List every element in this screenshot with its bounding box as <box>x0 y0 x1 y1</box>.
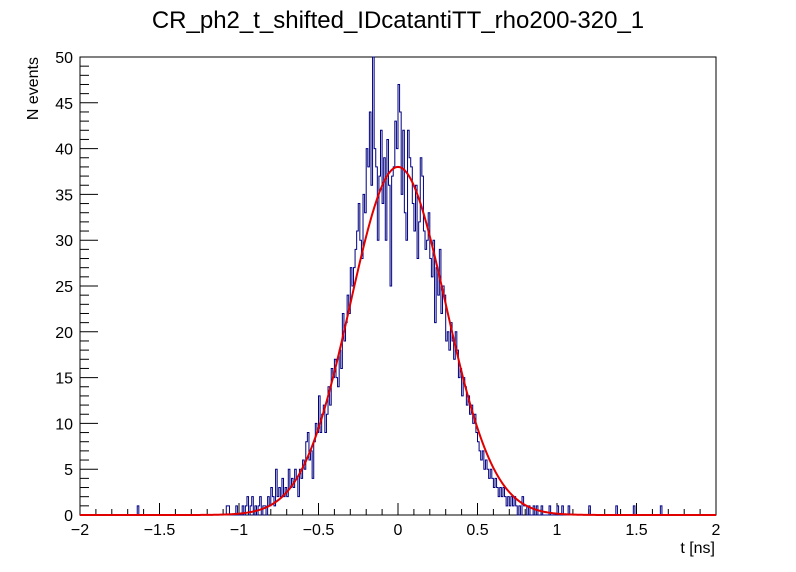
y-tick-label: 45 <box>55 96 73 113</box>
x-tick-label: 1 <box>553 522 562 539</box>
y-tick-label: 20 <box>55 325 73 342</box>
chart-title: CR_ph2_t_shifted_IDcatantiTT_rho200-320_… <box>152 7 644 34</box>
x-tick-label: 2 <box>712 522 721 539</box>
y-axis-tick-labels: 0 5 10 15 20 25 30 35 40 45 50 <box>55 50 73 525</box>
y-tick-label: 40 <box>55 142 73 159</box>
y-tick-label: 30 <box>55 233 73 250</box>
fit-curve <box>80 165 716 516</box>
y-tick-label: 0 <box>64 508 73 525</box>
x-axis-label: t [ns] <box>680 540 715 557</box>
y-axis-label: N events <box>25 57 42 120</box>
x-tick-label: 0.5 <box>466 522 488 539</box>
x-tick-label: −2 <box>71 522 89 539</box>
y-tick-label: 25 <box>55 279 73 296</box>
x-tick-label: 0 <box>394 522 403 539</box>
y-tick-label: 5 <box>64 462 73 479</box>
x-tick-label: −1 <box>230 522 248 539</box>
y-axis-ticks <box>80 56 98 516</box>
x-tick-label: −1.5 <box>144 522 176 539</box>
y-tick-label: 50 <box>55 50 73 67</box>
x-axis-tick-labels: −2 −1.5 −1 −0.5 0 0.5 1 1.5 2 <box>71 522 721 539</box>
x-tick-label: −0.5 <box>303 522 335 539</box>
y-tick-label: 15 <box>55 371 73 388</box>
y-tick-label: 10 <box>55 416 73 433</box>
y-tick-label: 35 <box>55 187 73 204</box>
x-tick-label: 1.5 <box>625 522 647 539</box>
